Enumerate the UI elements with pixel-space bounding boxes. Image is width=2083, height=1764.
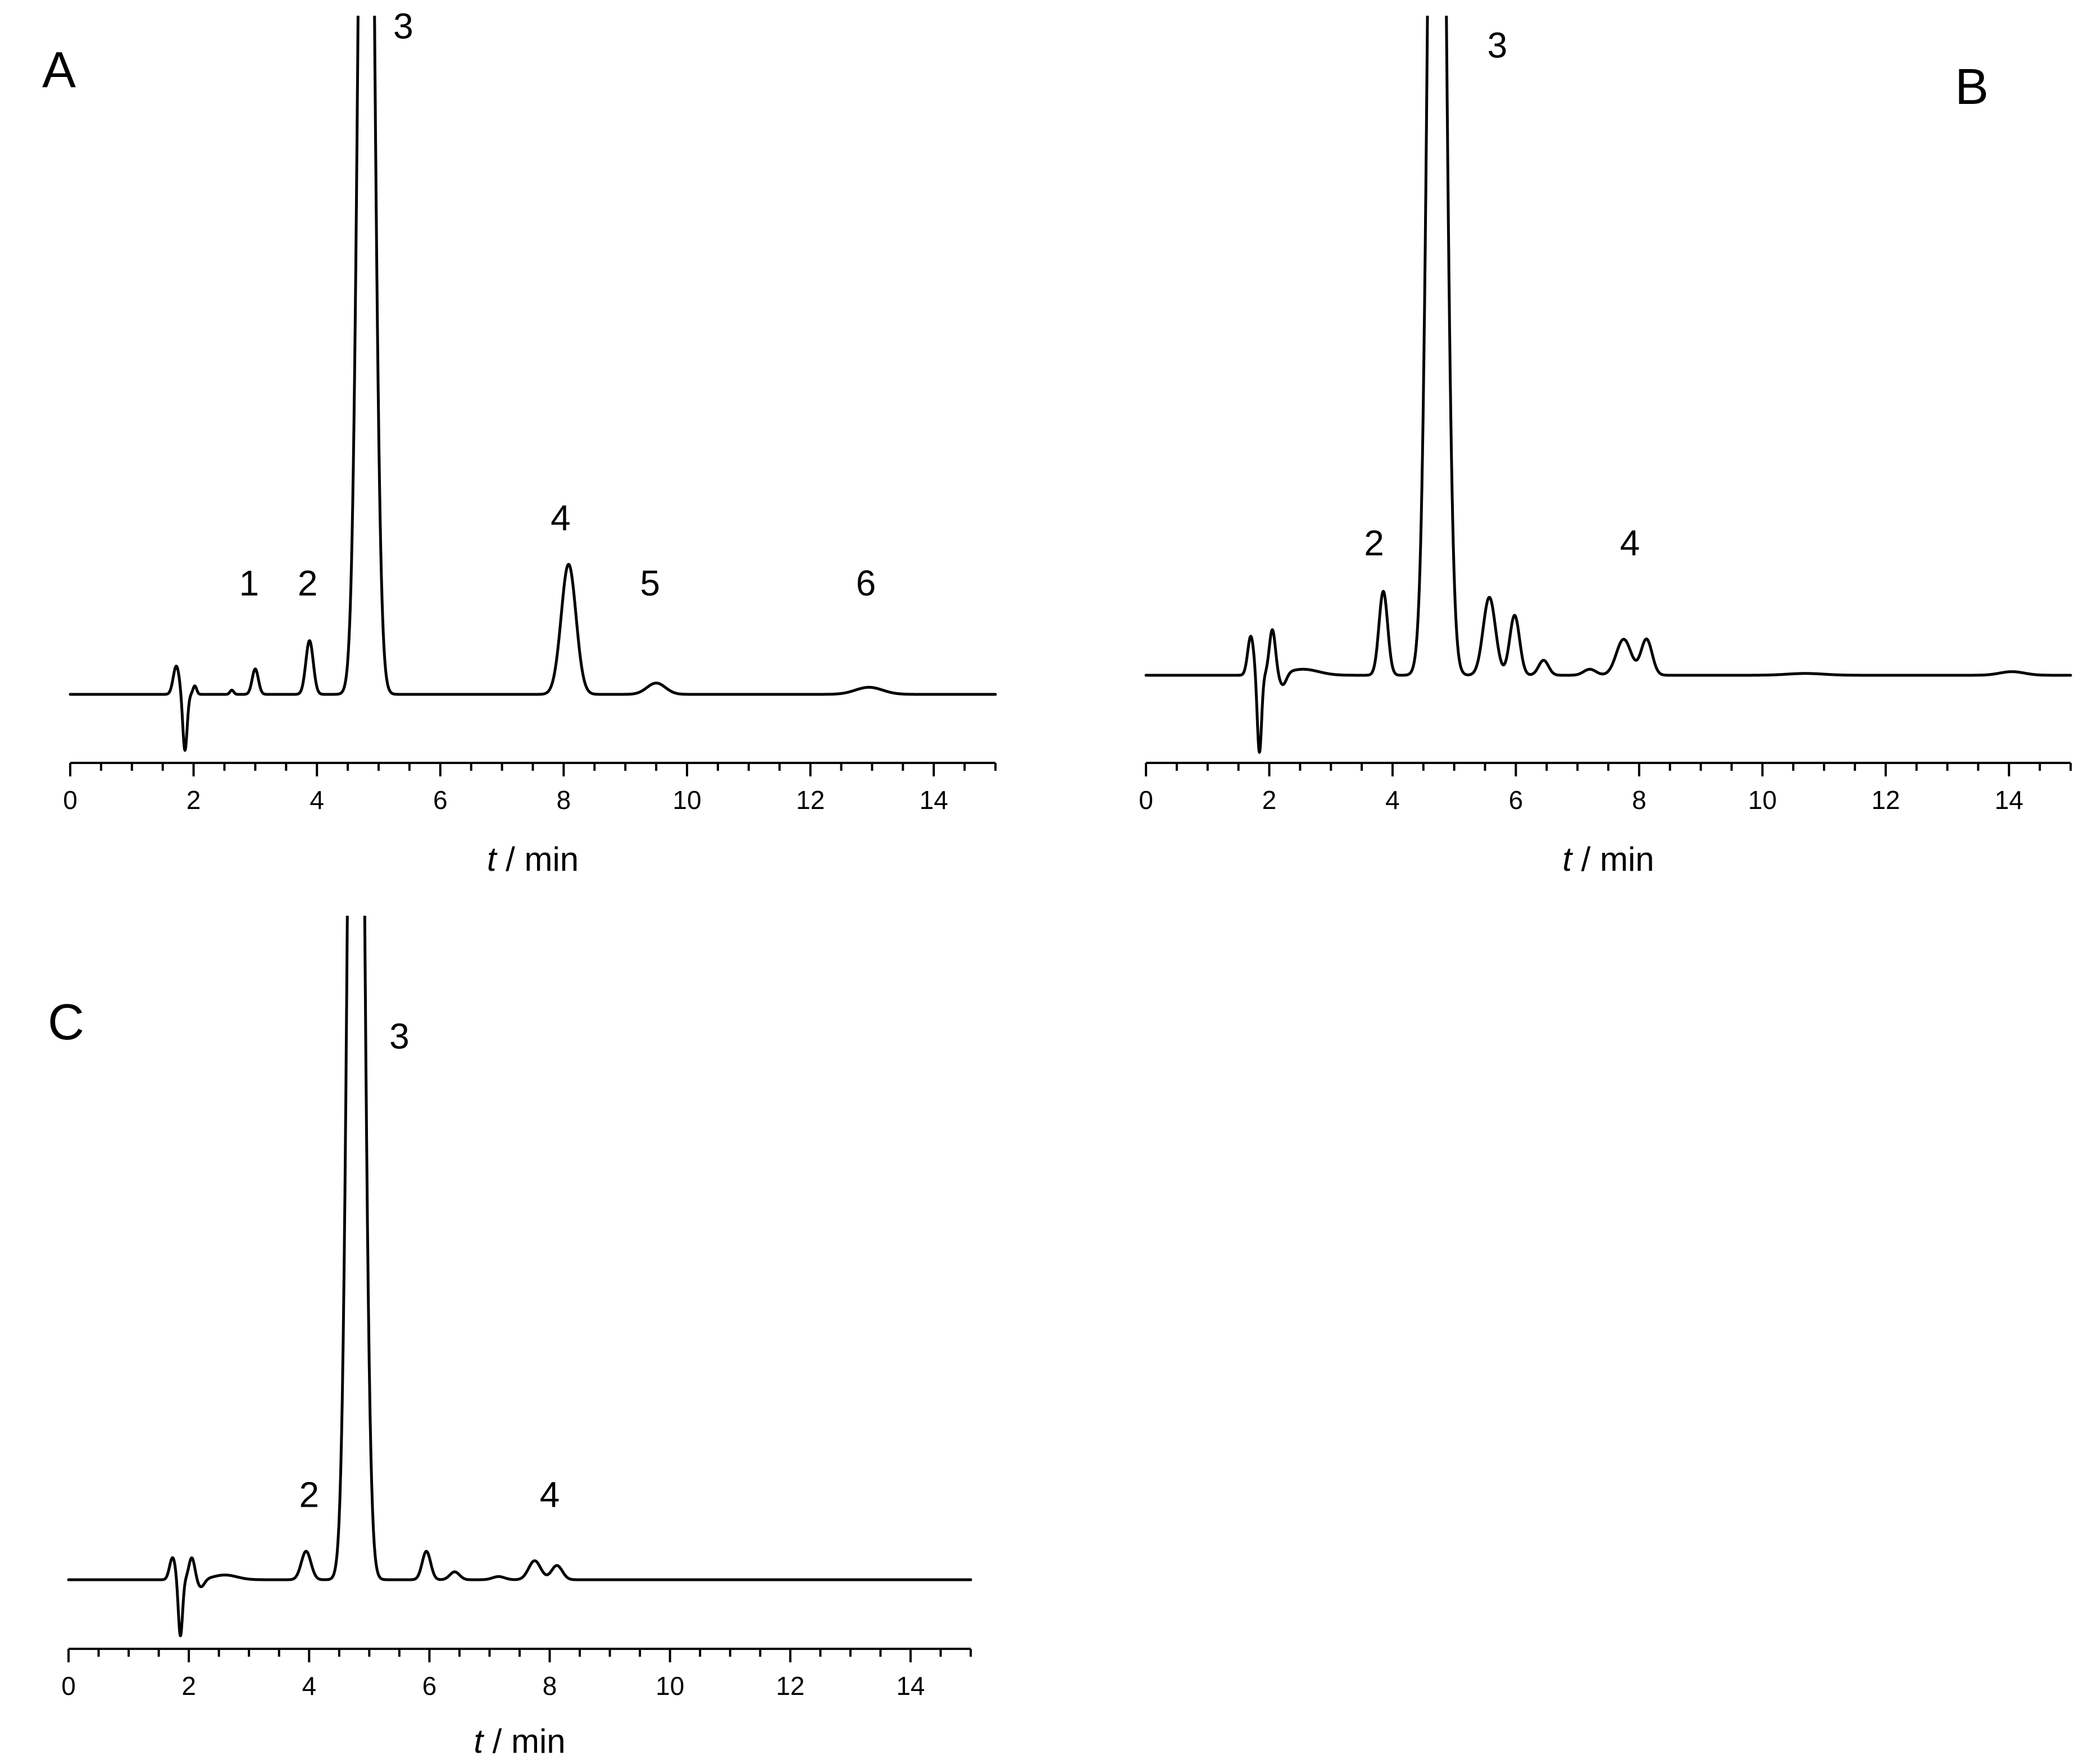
x-tick-label: 0 — [1139, 785, 1153, 815]
peak-label: 4 — [540, 1475, 560, 1515]
x-tick-label: 4 — [310, 785, 324, 815]
panel-label: B — [1955, 59, 1989, 115]
x-axis-title: t / min — [487, 840, 579, 878]
x-tick-label: 0 — [63, 785, 78, 815]
x-axis-title-unit: / min — [483, 1722, 566, 1760]
peak-label: 6 — [856, 563, 876, 603]
x-tick-label: 0 — [61, 1671, 76, 1701]
x-tick-label: 12 — [776, 1671, 804, 1701]
x-axis-title-variable: t — [474, 1722, 484, 1760]
x-tick-label: 8 — [1632, 785, 1647, 815]
chart-panel-c: 0 2 4 6 8 10 12 14 t / min C 2 3 4 — [48, 916, 972, 1760]
x-tick-label: 14 — [1995, 785, 2023, 815]
peak-label: 2 — [299, 1475, 319, 1515]
peak-label: 4 — [551, 498, 571, 538]
chromatogram-trace — [1144, 16, 2072, 754]
x-axis-title: t / min — [474, 1722, 565, 1760]
peak-label: 2 — [298, 563, 318, 603]
peak-label: 3 — [393, 6, 413, 46]
peak-label: 5 — [640, 563, 660, 603]
panel-label: A — [42, 42, 76, 98]
x-tick-label: 12 — [1871, 785, 1900, 815]
peak-label: 3 — [389, 1016, 410, 1056]
x-tick-label: 10 — [672, 785, 701, 815]
x-tick-label: 4 — [302, 1671, 316, 1701]
x-tick-label: 8 — [557, 785, 571, 815]
x-tick-label: 6 — [433, 785, 448, 815]
x-tick-label: 10 — [1748, 785, 1777, 815]
x-tick-label: 10 — [656, 1671, 684, 1701]
x-axis-title-variable: t — [487, 840, 498, 878]
x-tick-label: 12 — [796, 785, 825, 815]
x-tick-label: 14 — [896, 1671, 925, 1701]
peak-label: 4 — [1620, 523, 1640, 563]
panel-label: C — [48, 994, 84, 1051]
x-tick-label: 2 — [187, 785, 201, 815]
x-tick-label: 2 — [1262, 785, 1277, 815]
x-axis-title-unit: / min — [1572, 840, 1654, 878]
x-tick-label: 4 — [1385, 785, 1400, 815]
x-tick-label: 14 — [920, 785, 948, 815]
x-axis-title-variable: t — [1562, 840, 1573, 878]
x-tick-label: 6 — [422, 1671, 437, 1701]
peak-label: 1 — [239, 563, 260, 603]
chromatogram-trace — [69, 16, 997, 752]
chart-panel-b: 0 2 4 6 8 10 12 14 t / min B 2 3 4 — [1139, 16, 2072, 878]
peak-label: 3 — [1488, 25, 1508, 66]
x-tick-label: 6 — [1509, 785, 1523, 815]
x-axis-title: t / min — [1562, 840, 1654, 878]
x-axis-title-unit: / min — [496, 840, 579, 878]
peak-label: 2 — [1364, 523, 1384, 563]
x-tick-label: 8 — [543, 1671, 557, 1701]
chromatogram-trace — [67, 916, 972, 1638]
x-tick-label: 2 — [181, 1671, 196, 1701]
